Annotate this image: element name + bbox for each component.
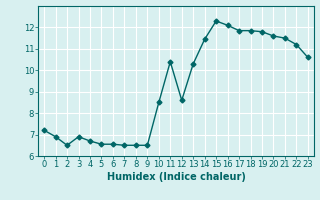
X-axis label: Humidex (Indice chaleur): Humidex (Indice chaleur) (107, 172, 245, 182)
